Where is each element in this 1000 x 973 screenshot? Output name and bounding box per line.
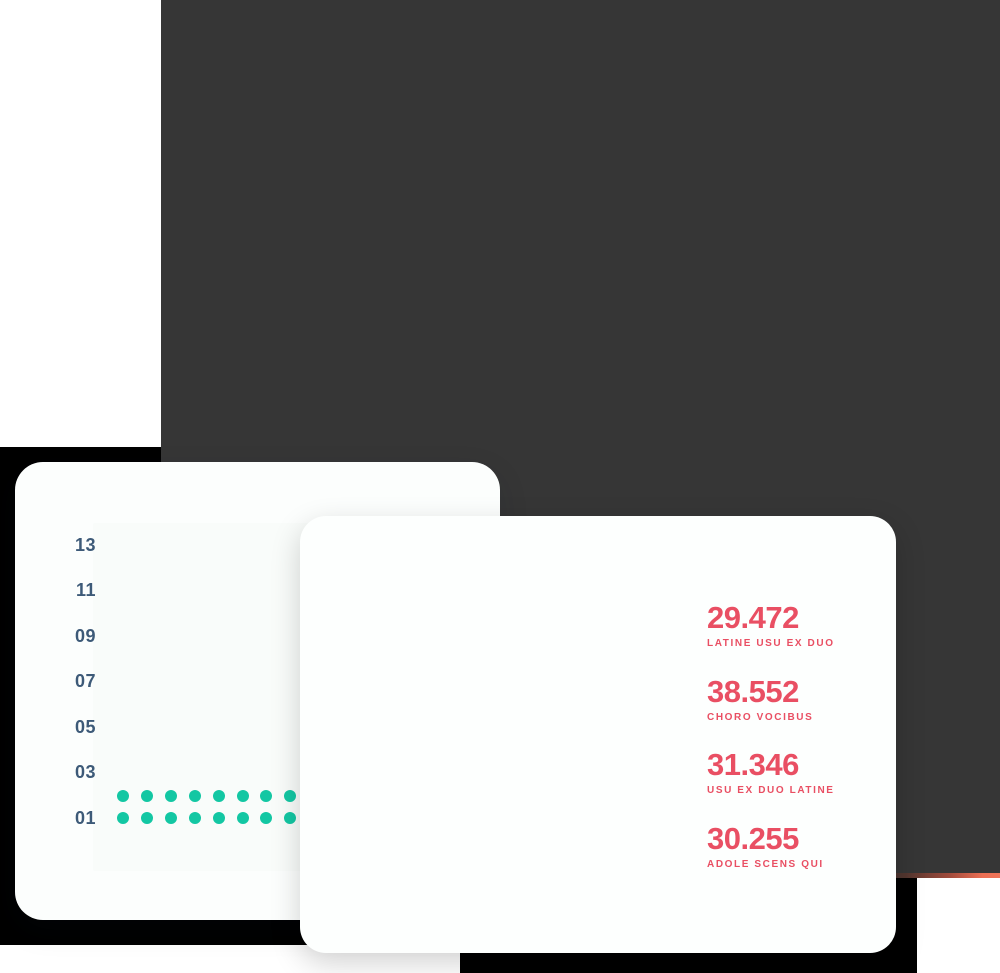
data-dot [284, 790, 297, 802]
stat-item: 38.552 CHORO VOCIBUS [707, 676, 887, 723]
data-dot [260, 790, 273, 802]
stat-value: 30.255 [707, 821, 799, 856]
stat-item: 29.472 LATINE USU EX DUO [707, 602, 887, 649]
data-dot [236, 812, 249, 824]
data-dot [284, 812, 297, 824]
stat-value: 38.552 [707, 674, 799, 709]
stat-item: 30.255 ADOLE SCENS QUI [707, 823, 887, 870]
data-dot [117, 812, 129, 824]
stats-card: 29.472 LATINE USU EX DUO 38.552 CHORO VO… [300, 516, 896, 953]
data-dot [117, 790, 129, 802]
y-axis-tick: 13 [74, 535, 96, 555]
data-dot [260, 812, 273, 824]
stat-value: 31.346 [707, 747, 799, 782]
y-axis-tick: 05 [74, 717, 96, 737]
chart-y-axis: 13 11 09 07 05 03 01 [15, 462, 500, 920]
data-dot [212, 790, 225, 802]
data-dot [164, 812, 177, 824]
stat-label: ADOLE SCENS QUI [707, 859, 824, 870]
data-dot [236, 790, 249, 802]
stat-label: CHORO VOCIBUS [707, 712, 814, 723]
y-axis-tick: 01 [74, 808, 96, 828]
data-dot [188, 790, 201, 802]
y-axis-tick: 07 [74, 671, 96, 691]
stat-label: USU EX DUO LATINE [707, 785, 835, 796]
data-dot [212, 812, 225, 824]
stat-value: 29.472 [707, 600, 799, 635]
data-dot [140, 790, 153, 802]
y-axis-tick: 09 [74, 626, 96, 646]
data-dot [188, 812, 201, 824]
stat-label: LATINE USU EX DUO [707, 638, 835, 649]
stat-item: 31.346 USU EX DUO LATINE [707, 749, 887, 796]
accent-strip [855, 871, 1000, 878]
y-axis-tick: 03 [74, 762, 96, 782]
data-dot [140, 812, 153, 824]
data-dot [164, 790, 177, 802]
y-axis-tick: 11 [75, 580, 96, 600]
